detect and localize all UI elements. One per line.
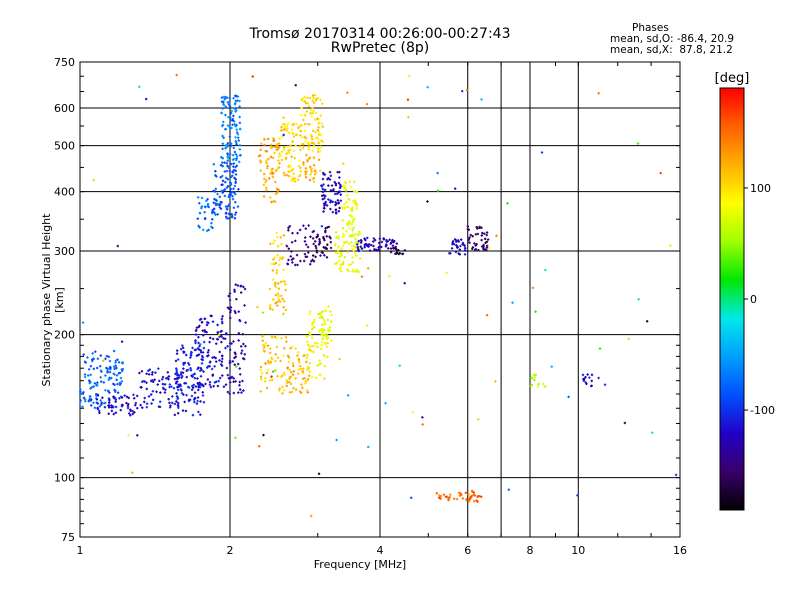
stats-title: Phases: [632, 22, 669, 34]
colorbar-tick-label: -100: [750, 404, 775, 417]
chart-title: Tromsø 20170314 00:26:00-00:27:43: [249, 26, 511, 42]
y-tick-label: 75: [61, 531, 75, 544]
y-axis-label: Stationary phase Virtual Height [km]: [40, 213, 66, 387]
colorbar-tick-label: 0: [750, 293, 757, 306]
x-tick-label: 16: [673, 544, 687, 557]
x-tick-label: 2: [227, 544, 234, 557]
x-tick-label: 8: [527, 544, 534, 557]
x-tick-label: 10: [571, 544, 585, 557]
x-tick-label: 1: [77, 544, 84, 557]
y-tick-label: 750: [54, 56, 75, 69]
chart-subtitle: RwPretec (8p): [330, 40, 430, 56]
y-tick-label: 100: [54, 472, 75, 485]
y-tick-label: 400: [54, 186, 75, 199]
y-tick-label: 200: [54, 329, 75, 342]
stats-ordinary: mean, sd,O: -86.4, 20.9: [610, 33, 735, 45]
y-tick-label: 500: [54, 140, 75, 153]
y-tick-label: 300: [54, 245, 75, 258]
x-axis-label: Frequency [MHz]: [314, 558, 406, 571]
x-tick-label: 4: [377, 544, 384, 557]
y-tick-label: 600: [54, 102, 75, 115]
x-tick-label: 6: [464, 544, 471, 557]
colorbar-label: [deg]: [715, 71, 750, 86]
colorbar-tick-label: 100: [750, 182, 771, 195]
colorbar: [719, 87, 745, 511]
stats-extraordinary: mean, sd,X: 87.8, 21.2: [610, 44, 733, 56]
